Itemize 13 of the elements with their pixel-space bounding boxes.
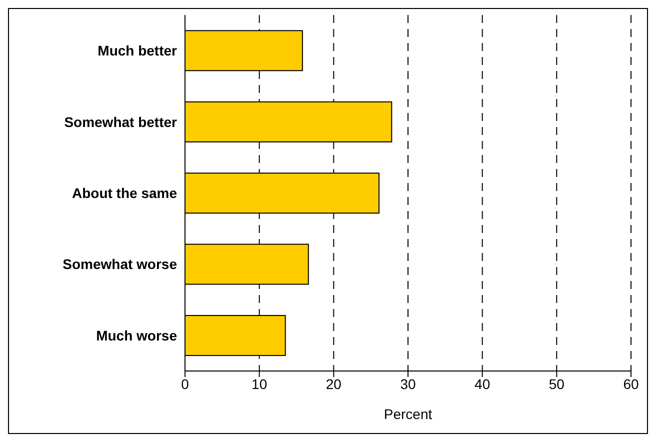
x-axis-title: Percent [384,406,432,422]
x-tick-label: 10 [252,376,268,392]
x-tick-label: 30 [400,376,416,392]
y-tick-label: Much worse [96,327,178,344]
x-tick-label: 20 [326,376,342,392]
y-tick-label: Much better [98,42,178,59]
x-tick-label: 40 [474,376,490,392]
y-tick-label: About the same [72,184,178,201]
x-tick-label: 50 [548,376,565,392]
y-tick-label: Somewhat better [64,114,178,130]
x-tick-label: 0 [181,376,190,392]
x-tick-label: 60 [623,376,639,392]
y-tick-label: Somewhat worse [62,256,178,272]
